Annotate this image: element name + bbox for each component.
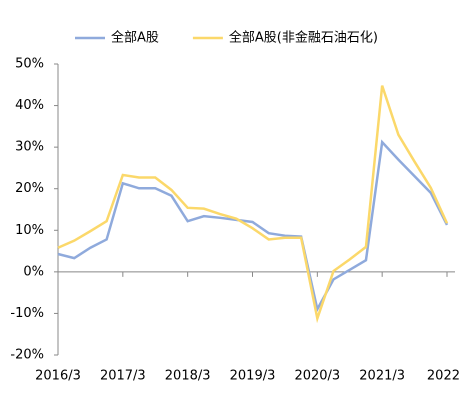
y-tick-label: 0%	[23, 264, 44, 279]
y-tick-label: 50%	[15, 57, 44, 72]
y-tick-label: 20%	[15, 181, 44, 196]
x-tick-label: 2019/3	[230, 369, 276, 384]
y-tick-label: 40%	[15, 98, 44, 113]
series-line	[57, 85, 449, 324]
x-tick-label: 2018/3	[165, 369, 211, 384]
y-tick-label: 30%	[15, 140, 44, 155]
y-tick-label: -20%	[10, 348, 44, 363]
series-line	[57, 139, 449, 313]
y-tick-label: -10%	[10, 306, 44, 321]
x-tick-label: 2022	[427, 369, 460, 384]
x-tick-label: 2020/3	[294, 369, 340, 384]
x-tick-label: 2016/3	[35, 369, 81, 384]
legend-label: 全部A股(非金融石油石化)	[229, 30, 378, 46]
y-tick-label: 10%	[15, 223, 44, 238]
legend-label: 全部A股	[111, 30, 159, 46]
x-tick-label: 2021/3	[359, 369, 405, 384]
x-tick-label: 2017/3	[100, 369, 146, 384]
